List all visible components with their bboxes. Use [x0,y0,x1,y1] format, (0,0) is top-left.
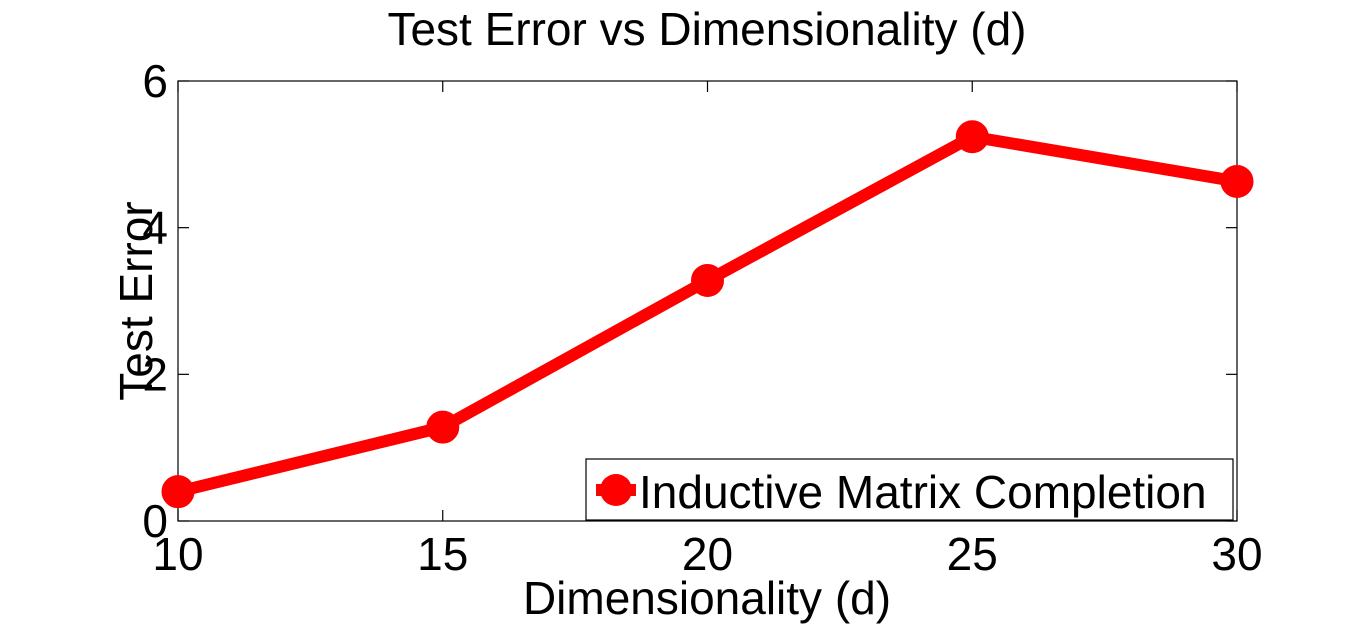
data-point [955,120,989,154]
legend: Inductive Matrix Completion [585,458,1234,521]
legend-box [585,458,1234,521]
y-tick-label: 2 [142,348,168,400]
x-axis-label: Dimensionality (d) [523,572,891,624]
x-tick-label: 30 [1211,528,1262,580]
y-axis: 0 2 4 6 [142,55,1237,547]
data-point [161,475,195,509]
x-axis: 10 15 20 25 30 [152,81,1263,580]
x-tick-label: 15 [417,528,468,580]
data-point [1220,164,1254,198]
chart-title: Test Error vs Dimensionality (d) [387,3,1026,55]
data-point [691,263,724,297]
y-tick-label: 4 [142,202,168,254]
legend-marker [600,474,632,506]
legend-label: Inductive Matrix Completion [639,466,1207,518]
y-tick-label: 0 [142,495,168,547]
x-tick-label: 25 [947,528,998,580]
data-point [426,410,460,444]
x-tick-label: 10 [152,528,203,580]
series-line [172,130,1243,498]
series-layer [161,120,1254,509]
y-axis-label: Test Error [110,201,162,400]
y-tick-label: 6 [142,55,168,107]
x-tick-label: 20 [682,528,733,580]
